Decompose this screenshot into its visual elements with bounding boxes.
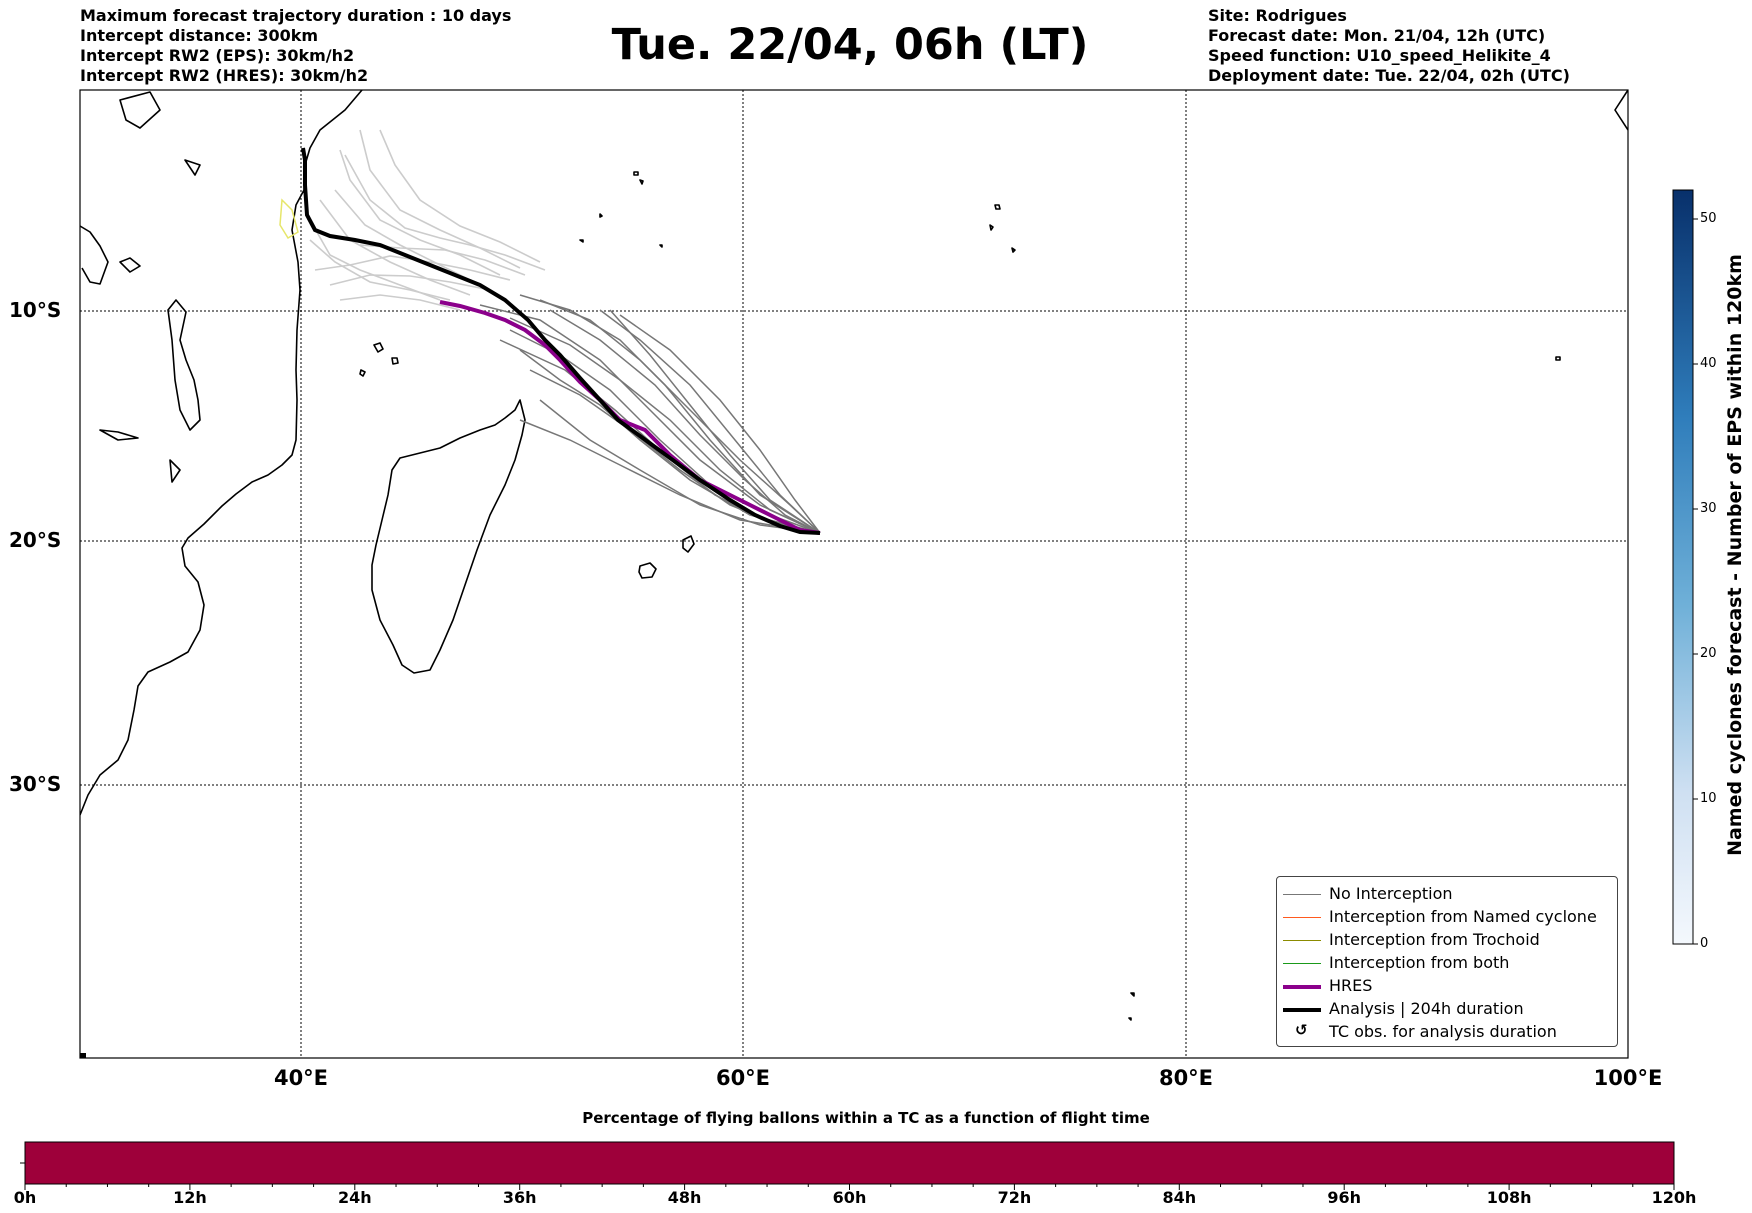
legend-item-hres: HRES: [1277, 975, 1617, 997]
deployment-date: Deployment date: Tue. 22/04, 02h (UTC): [1208, 66, 1570, 85]
legend-item-named-cyclone: Interception from Named cyclone: [1277, 906, 1617, 928]
site-info: Site: Rodrigues Forecast date: Mon. 21/0…: [1208, 6, 1570, 86]
lat-label-20s: 20°S: [9, 528, 62, 552]
eps-colorbar-ticks: [1693, 218, 1698, 945]
analysis-trajectory: [301, 147, 821, 535]
coastlines: [80, 90, 1628, 1021]
legend-item-analysis: Analysis | 204h duration: [1277, 998, 1617, 1020]
flight-time-tick: 96h: [1327, 1188, 1362, 1207]
map-legend: No Interception Interception from Named …: [1276, 876, 1618, 1047]
lon-label-80e: 80°E: [1158, 1066, 1214, 1090]
east-islands: [1128, 356, 1561, 1021]
forecast-parameters: Maximum forecast trajectory duration : 1…: [80, 6, 511, 86]
northwest-coast-bits: [99, 91, 201, 483]
eps-tick-40: 40: [1700, 356, 1717, 371]
forecast-date: Forecast date: Mon. 21/04, 12h (UTC): [1208, 26, 1546, 45]
eps-tick-10: 10: [1700, 791, 1717, 806]
flight-time-tick: 120h: [1651, 1188, 1697, 1207]
legend-item-tc-obs: ↺ TC obs. for analysis duration: [1295, 1021, 1557, 1041]
reunion-island: [638, 562, 657, 579]
eps-trajectories-early: [479, 294, 821, 534]
flight-time-tick: 72h: [997, 1188, 1032, 1207]
param-rw2-eps: Intercept RW2 (EPS): 30km/h2: [80, 46, 355, 65]
param-duration: Maximum forecast trajectory duration : 1…: [80, 6, 512, 25]
mauritius-island: [682, 535, 695, 553]
legend-item-both: Interception from both: [1277, 952, 1617, 974]
param-intercept-distance: Intercept distance: 300km: [80, 26, 319, 45]
legend-item-no-interception: No Interception: [1277, 883, 1617, 905]
flight-time-colorbar: [24, 1141, 1675, 1185]
speed-function: Speed function: U10_speed_Helikite_4: [1208, 46, 1551, 65]
lon-label-40e: 40°E: [273, 1066, 329, 1090]
corner-mark: [80, 1053, 86, 1058]
legend-item-trochoid: Interception from Trochoid: [1277, 929, 1617, 951]
west-coast-island: [80, 225, 109, 285]
lat-label-10s: 10°S: [9, 298, 62, 322]
flight-time-tick: 36h: [502, 1188, 537, 1207]
northwest-islands: [119, 257, 201, 431]
page-title: Tue. 22/04, 06h (LT): [611, 20, 1089, 70]
eps-tick-30: 30: [1700, 501, 1717, 516]
eps-tick-50: 50: [1700, 211, 1717, 226]
site-name: Site: Rodrigues: [1208, 6, 1347, 25]
flight-time-ticks: [24, 1184, 1675, 1190]
map-frame: [79, 89, 1629, 1059]
flight-time-tick: 0h: [13, 1188, 37, 1207]
flight-time-tick: 24h: [337, 1188, 372, 1207]
map-area: [80, 90, 1628, 1058]
graticule: [80, 90, 1628, 1058]
zanzibar-highlight: [279, 198, 299, 240]
cyclone-symbol-icon: ↺: [1295, 1021, 1308, 1039]
eps-tick-20: 20: [1700, 646, 1717, 661]
eps-tick-0: 0: [1700, 936, 1709, 951]
flight-time-tick: 48h: [667, 1188, 702, 1207]
chagos-islands: [989, 204, 1016, 253]
eps-colorbar-title: Named cyclones forecast - Number of EPS …: [1724, 254, 1746, 856]
flight-time-tick: 84h: [1162, 1188, 1197, 1207]
eps-count-colorbar: [1672, 189, 1694, 945]
flight-time-tick: 12h: [173, 1188, 207, 1207]
lon-label-60e: 60°E: [715, 1066, 771, 1090]
eps-trajectories-late: [309, 129, 546, 311]
northeast-coast: [1614, 90, 1628, 131]
flight-time-colorbar-title: Percentage of flying ballons within a TC…: [582, 1109, 1150, 1127]
seychelles-islands: [579, 171, 663, 248]
lon-label-100e: 100°E: [1593, 1066, 1663, 1090]
africa-coast: [80, 90, 363, 816]
madagascar-coast: [371, 399, 526, 674]
param-rw2-hres: Intercept RW2 (HRES): 30km/h2: [80, 66, 369, 85]
flight-time-tick: 108h: [1486, 1188, 1532, 1207]
comoros-islands: [359, 342, 399, 377]
lat-label-30s: 30°S: [9, 772, 62, 796]
flight-time-tick: 60h: [832, 1188, 867, 1207]
hres-trajectory: [439, 300, 821, 535]
